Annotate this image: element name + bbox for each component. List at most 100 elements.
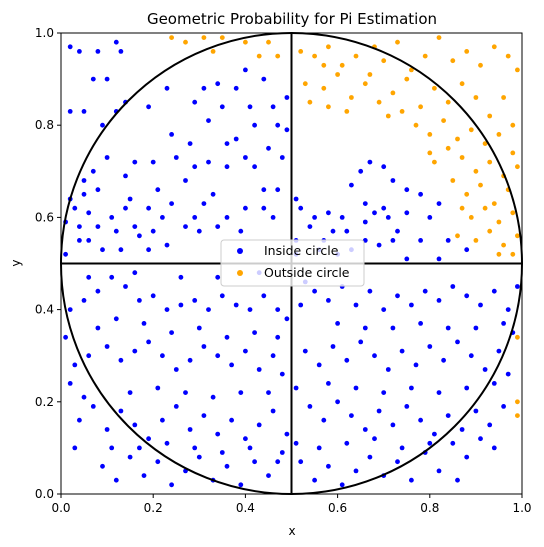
outside-point-52 — [482, 141, 488, 147]
outside-point-67 — [468, 215, 474, 220]
legend-marker-inside — [237, 248, 243, 254]
inside-point-51 — [109, 215, 115, 220]
inside-point-106 — [293, 196, 299, 202]
inside-point-183 — [238, 482, 244, 488]
inside-point-3 — [113, 39, 119, 45]
inside-point-260 — [459, 427, 465, 432]
outside-point-13 — [353, 53, 359, 59]
outside-point-24 — [505, 53, 511, 59]
x-tick-label-4: 0.8 — [420, 501, 439, 515]
outside-point-79 — [427, 150, 433, 156]
inside-point-173 — [100, 463, 105, 469]
outside-point-68 — [482, 205, 488, 211]
outside-point-29 — [349, 95, 354, 100]
inside-point-125 — [81, 298, 87, 303]
outside-point-2 — [256, 53, 262, 59]
outside-point-3 — [275, 53, 281, 59]
inside-point-279 — [293, 385, 299, 391]
inside-point-168 — [229, 417, 235, 423]
x-tick-label-3: 0.6 — [328, 501, 347, 515]
inside-point-167 — [215, 431, 221, 437]
inside-point-215 — [63, 334, 68, 340]
outside-point-23 — [491, 44, 497, 50]
inside-point-43 — [201, 201, 207, 207]
inside-point-34 — [247, 104, 253, 110]
inside-point-83 — [95, 224, 101, 230]
inside-point-216 — [72, 445, 78, 451]
inside-point-100 — [381, 205, 387, 211]
inside-point-80 — [132, 224, 138, 230]
outside-point-26 — [302, 81, 308, 87]
outside-point-74 — [501, 242, 506, 248]
inside-point-75 — [261, 205, 267, 211]
inside-point-132 — [178, 302, 184, 308]
inside-point-162 — [146, 436, 152, 442]
inside-point-238 — [372, 353, 377, 359]
inside-point-241 — [413, 362, 419, 368]
outside-point-10 — [312, 53, 317, 59]
inside-point-119 — [330, 228, 336, 234]
inside-point-159 — [104, 427, 110, 432]
inside-point-171 — [270, 408, 276, 414]
inside-point-232 — [505, 307, 511, 312]
inside-point-259 — [445, 413, 451, 418]
inside-point-57 — [100, 247, 105, 253]
inside-point-24 — [266, 145, 271, 151]
inside-point-87 — [312, 215, 317, 220]
inside-point-7 — [81, 109, 87, 114]
inside-point-19 — [210, 191, 216, 197]
inside-point-44 — [196, 228, 202, 234]
inside-point-146 — [146, 339, 152, 345]
inside-point-148 — [173, 367, 179, 372]
inside-point-61 — [86, 210, 92, 216]
outside-point-56 — [445, 145, 451, 151]
outside-point-14 — [367, 72, 373, 77]
inside-point-299 — [399, 445, 405, 451]
inside-point-199 — [183, 390, 188, 395]
outside-point-81 — [321, 62, 327, 68]
inside-point-64 — [81, 178, 87, 183]
outside-point-75 — [515, 233, 520, 239]
inside-point-36 — [284, 127, 290, 133]
inside-point-268 — [353, 468, 359, 474]
inside-point-33 — [215, 81, 221, 87]
inside-point-194 — [224, 334, 230, 340]
outside-point-0 — [183, 39, 188, 45]
inside-point-269 — [367, 454, 373, 460]
plot-frame — [60, 32, 523, 495]
inside-point-275 — [450, 440, 456, 446]
inside-point-48 — [146, 205, 152, 211]
inside-point-182 — [224, 463, 230, 469]
legend: Inside circle Outside circle — [220, 239, 365, 287]
inside-point-91 — [358, 168, 364, 174]
outside-point-54 — [510, 150, 516, 156]
inside-point-27 — [261, 76, 267, 82]
outside-point-45 — [385, 113, 391, 119]
inside-point-46 — [169, 201, 175, 207]
inside-point-244 — [455, 339, 460, 345]
outside-point-25 — [515, 67, 520, 73]
outside-point-1 — [210, 49, 216, 54]
inside-point-254 — [376, 408, 382, 414]
inside-point-18 — [173, 155, 179, 160]
inside-point-170 — [256, 422, 262, 428]
inside-point-192 — [169, 330, 175, 335]
inside-point-104 — [307, 224, 313, 230]
inside-point-86 — [298, 205, 304, 211]
inside-point-29 — [206, 118, 211, 123]
inside-point-295 — [491, 381, 497, 386]
inside-point-69 — [187, 141, 193, 147]
inside-point-145 — [132, 348, 138, 354]
inside-point-224 — [395, 293, 400, 299]
outside-point-32 — [390, 90, 396, 96]
inside-point-258 — [432, 431, 437, 437]
outside-point-65 — [491, 201, 497, 207]
inside-point-140 — [284, 316, 290, 322]
inside-point-240 — [399, 348, 405, 354]
inside-point-99 — [404, 210, 410, 216]
inside-point-17 — [192, 164, 198, 170]
inside-point-151 — [215, 353, 221, 359]
inside-point-277 — [478, 436, 483, 442]
inside-point-111 — [390, 238, 396, 243]
legend-label-outside: Outside circle — [264, 265, 350, 280]
